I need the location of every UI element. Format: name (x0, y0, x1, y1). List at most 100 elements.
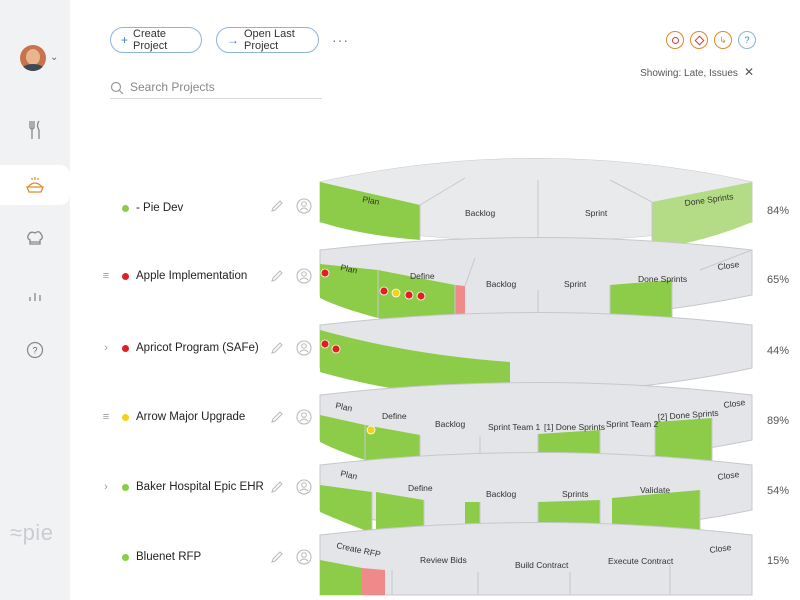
clock-filter-icon[interactable]: ↳ (714, 31, 732, 49)
search-box[interactable]: Search Projects (110, 76, 322, 99)
segment-label: Close (717, 259, 740, 272)
segment-label: Sprint Team 1 (488, 422, 541, 432)
segment-label: Backlog (435, 419, 466, 429)
segment-label: Close (717, 469, 740, 482)
bar-chart-icon (29, 293, 41, 301)
progress-percent: 89% (767, 415, 790, 427)
help-icon: ? (26, 341, 44, 359)
pencil-icon[interactable] (270, 269, 284, 283)
segment-label: Validate (640, 485, 670, 495)
progress-percent: 65% (767, 274, 790, 286)
pie-layer[interactable] (319, 452, 753, 543)
status-dot (122, 413, 129, 421)
segment-label: [2] Done Sprints (657, 408, 719, 422)
project-name: Arrow Major Upgrade (136, 411, 246, 423)
project-name: Apple Implementation (136, 270, 248, 282)
person-icon[interactable] (296, 479, 312, 495)
status-dot (122, 204, 129, 212)
issues-filter-icon[interactable] (690, 31, 708, 49)
segment-label: Review Bids (420, 555, 467, 565)
showing-filter: Showing: Late, Issues ✕ (640, 65, 754, 79)
expand-icon[interactable]: › (104, 342, 108, 354)
pencil-icon[interactable] (270, 341, 284, 355)
row-actions (270, 340, 312, 356)
create-project-button[interactable]: + Create Project (110, 27, 202, 53)
drag-handle-icon[interactable]: ≡ (102, 270, 110, 282)
pie-logo: ≈pie (10, 520, 54, 545)
pie-layer[interactable] (319, 237, 753, 331)
pencil-icon[interactable] (270, 550, 284, 564)
row-actions (270, 198, 312, 214)
help-filter-icon[interactable]: ? (738, 31, 756, 49)
search-input[interactable]: Search Projects (130, 80, 215, 94)
person-icon[interactable] (296, 409, 312, 425)
expand-icon[interactable]: › (104, 481, 108, 493)
arrow-right-icon: → (227, 33, 239, 47)
sidebar-item-chef[interactable] (0, 218, 70, 258)
person-icon[interactable] (296, 198, 312, 214)
segment-label: Backlog (465, 208, 496, 218)
person-icon[interactable] (296, 549, 312, 565)
project-row[interactable]: ≡ Apple Implementation (96, 267, 247, 285)
row-actions (270, 549, 312, 565)
issue-marker[interactable] (331, 344, 341, 354)
more-options-button[interactable]: ··· (332, 32, 349, 48)
pencil-icon[interactable] (270, 480, 284, 494)
project-row[interactable]: - Pie Dev (96, 199, 183, 217)
progress-percent: 15% (767, 555, 790, 567)
segment-label: Sprint (585, 208, 608, 218)
person-icon[interactable] (296, 268, 312, 284)
segment-label: Backlog (486, 279, 517, 289)
sidebar-item-reports[interactable] (0, 275, 70, 315)
project-name: Baker Hospital Epic EHR (136, 481, 264, 493)
project-name: Bluenet RFP (136, 551, 202, 563)
project-row[interactable]: ≡ Arrow Major Upgrade (96, 408, 246, 426)
user-avatar[interactable] (20, 45, 46, 71)
project-row[interactable]: › Apricot Program (SAFe) (96, 339, 259, 357)
pie-layer[interactable] (319, 522, 753, 596)
plus-icon: + (121, 33, 129, 47)
issue-marker[interactable] (320, 268, 330, 278)
progress-percent: 84% (767, 205, 790, 217)
segment-label: Sprint Team 2 (606, 419, 659, 429)
issue-marker[interactable] (379, 286, 389, 296)
svg-text:?: ? (32, 346, 37, 356)
segment-label: Sprint (564, 279, 587, 289)
create-project-label: Create Project (133, 28, 168, 52)
segment-label: Define (410, 271, 435, 281)
segment-label: Backlog (486, 489, 517, 499)
late-marker[interactable] (366, 425, 376, 435)
issue-marker[interactable] (404, 290, 414, 300)
sidebar-item-help[interactable]: ? (0, 330, 70, 370)
clear-filter-icon[interactable]: ✕ (743, 65, 754, 79)
segment-label: Define (382, 411, 407, 421)
open-last-project-label: Open Last Project (244, 28, 295, 52)
pie-icon (26, 177, 44, 193)
project-row[interactable]: Bluenet RFP (96, 548, 201, 566)
progress-percent: 44% (767, 345, 790, 357)
late-marker[interactable] (391, 288, 401, 298)
issue-marker[interactable] (320, 339, 330, 349)
sidebar-item-utensils[interactable] (0, 110, 70, 150)
chevron-down-icon[interactable]: ⌄ (50, 52, 59, 63)
late-filter-icon[interactable] (666, 31, 684, 49)
sidebar: ⌄ ? ≈pie (0, 0, 70, 600)
avatar-shirt (22, 64, 44, 71)
segment-label: Plan (335, 400, 354, 413)
pie-layer[interactable] (319, 158, 753, 259)
project-row[interactable]: › Baker Hospital Epic EHR (96, 478, 264, 496)
chef-hat-icon (27, 231, 43, 245)
segment-label: Sprints (562, 489, 588, 499)
person-icon[interactable] (296, 340, 312, 356)
open-last-project-button[interactable]: → Open Last Project (216, 27, 319, 53)
drag-handle-icon[interactable]: ≡ (102, 411, 110, 423)
segment-label: Plan (362, 194, 381, 207)
sidebar-item-pie[interactable] (0, 165, 70, 205)
segment-label: [1] Done Sprints (544, 422, 605, 432)
issue-marker[interactable] (416, 291, 426, 301)
pencil-icon[interactable] (270, 199, 284, 213)
avatar-face (26, 49, 40, 65)
pencil-icon[interactable] (270, 410, 284, 424)
row-actions (270, 268, 312, 284)
row-actions (270, 479, 312, 495)
